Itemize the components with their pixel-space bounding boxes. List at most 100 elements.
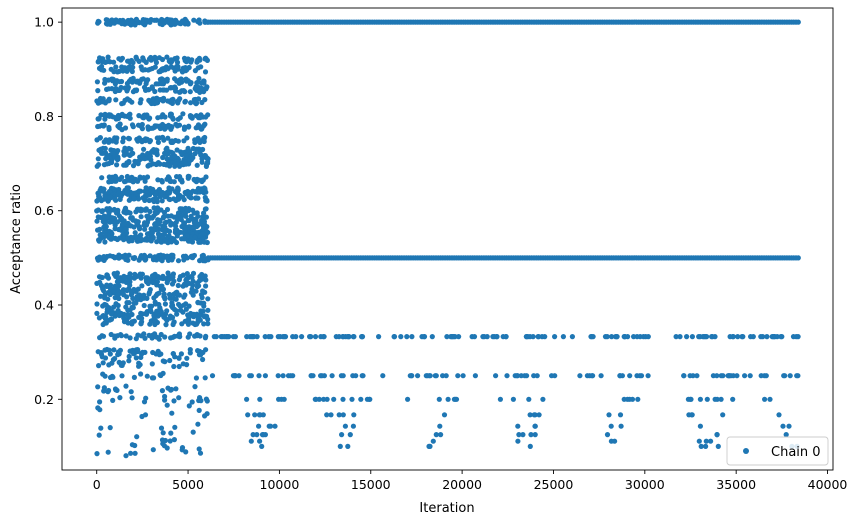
data-point — [171, 85, 177, 91]
data-point — [166, 291, 173, 298]
data-point — [159, 388, 165, 394]
data-point — [364, 396, 370, 402]
data-point — [176, 292, 182, 298]
data-point — [787, 373, 793, 379]
data-point — [204, 198, 210, 204]
data-point — [164, 280, 170, 286]
data-point — [162, 229, 168, 235]
data-point — [183, 253, 189, 259]
data-point — [187, 238, 193, 244]
data-point — [451, 396, 457, 402]
data-point — [697, 396, 704, 402]
data-point — [523, 334, 530, 340]
data-point — [163, 322, 169, 328]
data-point — [762, 396, 768, 402]
data-point — [181, 197, 187, 203]
data-point — [516, 432, 522, 438]
data-point — [173, 386, 179, 392]
data-point — [531, 412, 537, 418]
data-point — [177, 303, 183, 309]
data-point — [150, 279, 156, 286]
data-point — [204, 57, 210, 64]
data-point — [183, 301, 189, 307]
data-point — [353, 373, 359, 379]
data-point — [202, 206, 208, 212]
data-point — [201, 219, 207, 225]
data-point — [106, 174, 112, 180]
data-point — [117, 121, 123, 127]
data-point — [125, 307, 131, 313]
data-point — [179, 321, 185, 327]
data-point — [107, 291, 113, 298]
data-point — [134, 79, 140, 85]
data-point — [107, 21, 113, 27]
data-point — [252, 412, 258, 418]
data-point — [179, 179, 185, 185]
data-point — [94, 208, 100, 214]
data-point — [147, 208, 153, 215]
data-point — [131, 286, 137, 293]
data-point — [404, 334, 410, 340]
data-point — [735, 334, 741, 340]
data-point — [156, 275, 162, 281]
data-point — [202, 69, 209, 75]
data-point — [714, 432, 720, 438]
data-point — [209, 373, 216, 379]
data-point — [793, 334, 799, 340]
data-point — [144, 78, 150, 84]
data-point — [125, 235, 131, 241]
data-point — [697, 423, 704, 429]
data-point — [202, 375, 208, 381]
data-point — [174, 233, 180, 239]
data-point — [168, 239, 174, 245]
data-point — [192, 312, 199, 319]
data-point — [139, 137, 145, 143]
data-point — [116, 359, 122, 365]
data-point — [493, 373, 499, 379]
data-point — [100, 286, 106, 292]
data-point — [188, 100, 194, 106]
data-point — [108, 185, 115, 191]
legend-marker — [743, 448, 749, 454]
data-point — [146, 291, 152, 297]
data-point — [123, 333, 129, 339]
data-point — [159, 66, 165, 72]
data-point — [168, 213, 174, 219]
data-point — [183, 76, 189, 82]
data-point — [590, 373, 596, 379]
data-point — [181, 235, 187, 241]
data-point — [98, 235, 104, 242]
data-point — [181, 124, 188, 130]
data-point — [121, 319, 128, 325]
data-point — [164, 76, 170, 82]
data-point — [201, 239, 207, 245]
data-point — [145, 280, 151, 287]
data-point — [178, 351, 184, 357]
data-point — [188, 80, 194, 86]
data-point — [199, 274, 205, 280]
data-point — [590, 334, 596, 340]
data-point — [141, 302, 147, 309]
data-point — [103, 302, 109, 308]
data-point — [202, 97, 208, 103]
data-point — [99, 208, 105, 215]
data-point — [320, 334, 326, 340]
data-point — [145, 126, 151, 132]
data-point — [310, 373, 316, 379]
data-point — [112, 196, 118, 202]
data-point — [174, 227, 180, 233]
data-point — [429, 334, 435, 340]
data-point — [195, 280, 201, 286]
data-point — [139, 66, 145, 72]
data-point — [193, 288, 199, 294]
data-point — [148, 309, 154, 315]
data-point — [128, 389, 134, 395]
data-point — [161, 87, 167, 93]
data-point — [152, 54, 158, 61]
data-point — [178, 161, 185, 167]
data-point — [101, 67, 107, 73]
data-point — [527, 443, 533, 449]
data-point — [196, 407, 202, 413]
data-point — [254, 432, 260, 438]
data-point — [324, 396, 330, 402]
